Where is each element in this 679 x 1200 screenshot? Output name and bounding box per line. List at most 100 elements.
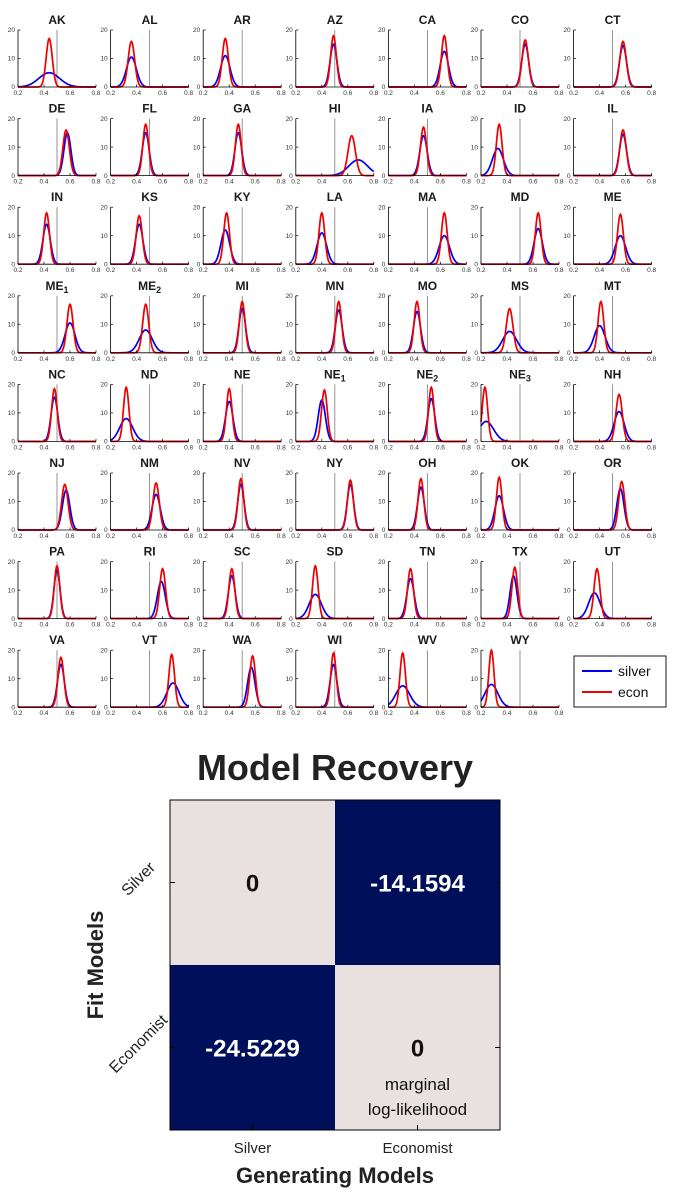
x-tick-label: 0.4 [595,533,604,540]
x-tick-label: 0.6 [65,533,74,540]
y-tick-label: 20 [378,470,386,477]
x-tick-label: 0.8 [184,179,193,186]
y-tick-label: 20 [100,204,108,211]
y-tick-label: 20 [378,647,386,654]
y-tick-label: 10 [286,322,294,329]
y-tick-label: 20 [471,559,479,566]
panel-wa: WA 0 10 20 0.2 0.4 0.6 0.8 [193,633,286,717]
cell-value-label: 0 [246,871,259,898]
y-tick-label: 0 [289,350,293,357]
x-category-label: Economist [382,1140,453,1157]
y-tick-label: 10 [193,587,201,594]
x-tick-label: 0.2 [199,179,208,186]
x-tick-label: 0.2 [476,90,485,97]
y-tick-label: 0 [567,350,571,357]
y-tick-label: 20 [286,293,294,300]
x-category-label: Silver [234,1140,272,1157]
x-tick-label: 0.2 [13,267,22,274]
panel-title: NC [48,367,66,381]
panel-title: AR [234,13,252,27]
y-tick-label: 20 [563,293,571,300]
x-tick-label: 0.2 [384,533,393,540]
x-tick-label: 0.6 [158,90,167,97]
panel-in: IN 0 10 20 0.2 0.4 0.6 0.8 [8,190,101,274]
x-tick-label: 0.4 [132,356,141,363]
y-tick-label: 20 [8,470,16,477]
x-tick-label: 0.8 [277,622,286,629]
y-tick-label: 0 [474,616,478,623]
y-tick-label: 0 [382,616,386,623]
x-tick-label: 0.8 [184,356,193,363]
x-tick-label: 0.4 [317,533,326,540]
panel-title: CT [605,13,622,27]
y-tick-label: 20 [563,27,571,34]
panel-me1: ME1 0 10 20 0.2 0.4 0.6 0.8 [8,279,101,363]
x-tick-label: 0.8 [184,710,193,717]
econ-legend-label: econ [618,684,648,700]
panel-ut: UT 0 10 20 0.2 0.4 0.6 0.8 [563,545,656,629]
x-tick-label: 0.8 [554,622,563,629]
panel-title: NY [326,456,343,470]
y-tick-label: 20 [100,647,108,654]
y-tick-label: 10 [193,676,201,683]
x-tick-label: 0.6 [251,267,260,274]
y-tick-label: 20 [378,116,386,123]
x-tick-label: 0.8 [277,267,286,274]
panel-title: MT [604,279,622,293]
x-tick-label: 0.2 [199,267,208,274]
y-tick-label: 10 [100,410,108,417]
y-tick-label: 10 [563,144,571,151]
x-tick-label: 0.6 [251,533,260,540]
panel-title: CO [511,13,529,27]
panel-pa: PA 0 10 20 0.2 0.4 0.6 0.8 [8,545,101,629]
x-tick-label: 0.8 [91,622,100,629]
colorbar-note: marginal [385,1075,450,1094]
y-tick-label: 20 [378,293,386,300]
y-tick-label: 20 [471,382,479,389]
y-tick-label: 10 [378,499,386,506]
y-tick-label: 10 [471,322,479,329]
panel-title: ME2 [138,279,161,295]
x-tick-label: 0.6 [251,356,260,363]
y-tick-label: 10 [563,410,571,417]
panel-mi: MI 0 10 20 0.2 0.4 0.6 0.8 [193,279,286,363]
y-tick-label: 0 [382,261,386,268]
x-tick-label: 0.6 [343,356,352,363]
x-tick-label: 0.4 [132,90,141,97]
y-tick-label: 10 [193,56,201,63]
x-tick-label: 0.4 [39,444,48,451]
x-tick-label: 0.4 [595,444,604,451]
x-tick-label: 0.8 [462,533,471,540]
y-tick-label: 0 [567,84,571,91]
x-tick-label: 0.2 [384,179,393,186]
x-tick-label: 0.2 [384,267,393,274]
x-tick-label: 0.4 [132,533,141,540]
x-tick-label: 0.6 [65,267,74,274]
y-tick-label: 0 [289,616,293,623]
x-tick-label: 0.6 [158,710,167,717]
x-tick-label: 0.8 [369,533,378,540]
x-tick-label: 0.6 [343,90,352,97]
y-tick-label: 0 [382,527,386,534]
x-tick-label: 0.2 [476,356,485,363]
y-tick-label: 20 [286,204,294,211]
panel-title: IA [421,102,433,116]
y-tick-label: 20 [193,470,201,477]
y-tick-label: 20 [100,470,108,477]
y-category-label: Silver [119,859,160,900]
y-tick-label: 10 [378,56,386,63]
x-tick-label: 0.2 [384,622,393,629]
x-tick-label: 0.6 [343,622,352,629]
x-tick-label: 0.8 [462,710,471,717]
panel-title: MO [418,279,437,293]
y-tick-label: 10 [100,144,108,151]
x-tick-label: 0.2 [106,356,115,363]
panel-title: NV [234,456,251,470]
panel-ar: AR 0 10 20 0.2 0.4 0.6 0.8 [193,13,286,97]
panel-title: VA [49,633,65,647]
y-tick-label: 20 [193,293,201,300]
x-tick-label: 0.2 [569,356,578,363]
y-tick-label: 0 [197,350,201,357]
x-tick-label: 0.8 [184,444,193,451]
panel-ia: IA 0 10 20 0.2 0.4 0.6 0.8 [378,102,471,186]
